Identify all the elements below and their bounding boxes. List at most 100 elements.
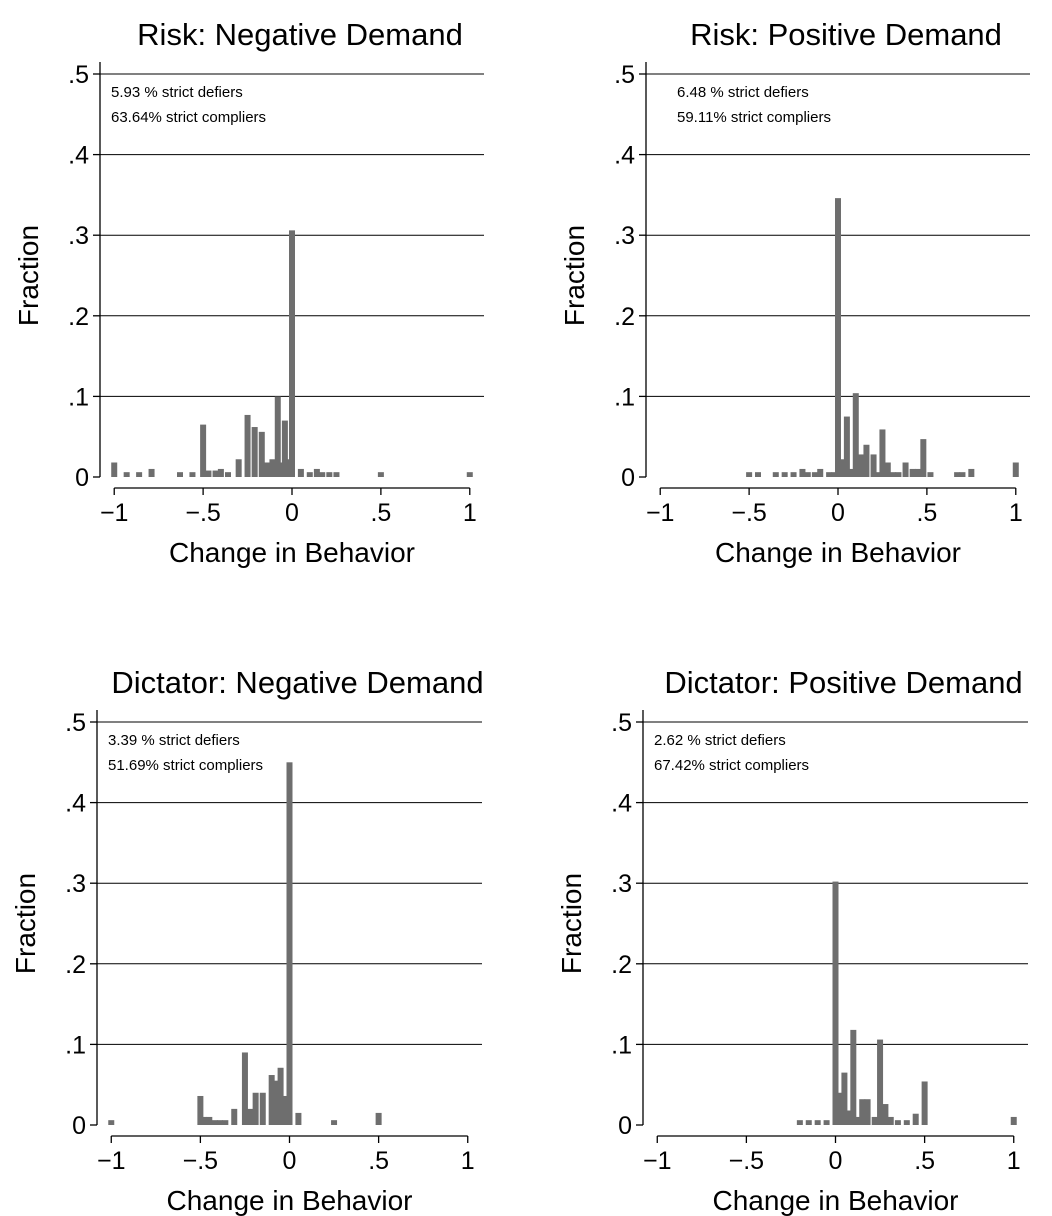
histogram-bar: [887, 1116, 894, 1125]
x-tick-label: .5: [914, 1147, 935, 1175]
x-tick-label: 1: [463, 499, 477, 527]
x-axis-label: Change in Behavior: [715, 537, 961, 568]
histogram-bar: [954, 472, 961, 477]
histogram-bar: [1010, 1116, 1017, 1125]
y-tick-label: 0: [621, 464, 635, 492]
histogram-bar: [272, 1080, 279, 1125]
histogram-bar: [814, 1120, 821, 1125]
x-tick-label: −.5: [731, 499, 766, 527]
histogram-bar: [804, 472, 811, 477]
histogram-bar: [268, 1075, 275, 1125]
histogram-bar: [282, 1095, 289, 1125]
x-tick-label: 0: [283, 1147, 297, 1175]
histogram-bar: [235, 459, 242, 477]
histogram-bar: [746, 472, 753, 477]
histogram-bar: [225, 472, 231, 477]
histogram-bar: [148, 468, 155, 477]
x-tick-label: −1: [643, 1147, 672, 1175]
chart-title: Dictator: Negative Demand: [111, 665, 483, 700]
y-tick-label: .3: [68, 222, 89, 250]
histogram-bar: [274, 396, 281, 477]
x-axis-label: Change in Behavior: [169, 537, 415, 568]
histogram-bar: [843, 416, 850, 477]
y-tick-label: .1: [611, 1031, 632, 1059]
histogram-bar: [915, 468, 921, 477]
chart-panel-4: 0 .1 .2 .3 .4 .5 −1 −.5 0 .5 1 Dictator: Positive D…: [556, 665, 1028, 1216]
histogram-bar: [853, 1116, 860, 1125]
y-tick-label: .3: [614, 222, 635, 250]
histogram-bar: [874, 472, 881, 477]
histogram-bar: [1012, 462, 1019, 477]
histogram-bar: [772, 472, 779, 477]
histogram-bar: [216, 1120, 223, 1125]
x-tick-label: 1: [461, 1147, 475, 1175]
x-tick-label: .5: [370, 499, 391, 527]
y-tick-label: .5: [65, 709, 86, 737]
y-axis-label: Fraction: [10, 873, 41, 974]
histogram-bar: [286, 762, 293, 1125]
histogram-bar: [841, 1072, 848, 1125]
histogram-bar: [912, 1113, 919, 1125]
annotation-text: 51.69% strict compliers: [108, 757, 263, 774]
chart-title: Risk: Positive Demand: [690, 17, 1002, 52]
chart-title: Dictator: Positive Demand: [664, 665, 1022, 700]
x-tick-label: −.5: [729, 1147, 764, 1175]
histogram-bar: [863, 444, 870, 477]
histogram-bar: [277, 1067, 284, 1125]
histogram-bar: [295, 1112, 302, 1125]
y-tick-label: .3: [611, 870, 632, 898]
histogram-bar: [884, 462, 891, 477]
histogram-bar: [864, 1099, 871, 1125]
histogram-bar: [377, 472, 384, 477]
y-axis-label: Fraction: [556, 873, 587, 974]
histogram-bar: [882, 1104, 889, 1125]
y-tick-label: .2: [611, 951, 632, 979]
histogram-bar: [259, 1092, 266, 1125]
histogram-bar: [306, 472, 313, 477]
histogram-bar: [189, 472, 196, 477]
histogram-bar: [331, 1120, 338, 1125]
histogram-bar: [840, 459, 847, 477]
y-tick-label: 0: [72, 1112, 86, 1140]
y-tick-label: .1: [614, 383, 635, 411]
histogram-bar: [903, 1120, 910, 1125]
histogram-bar: [231, 1108, 238, 1125]
histogram-bar: [177, 472, 183, 477]
y-tick-label: .2: [68, 303, 89, 331]
x-tick-label: −1: [97, 1147, 126, 1175]
histogram-bar: [241, 1052, 248, 1125]
histogram-bar: [211, 1120, 218, 1125]
y-tick-label: .2: [65, 951, 86, 979]
x-tick-label: −1: [646, 499, 675, 527]
histogram-bar: [333, 472, 340, 477]
x-tick-label: −.5: [185, 499, 220, 527]
histogram-bar: [251, 427, 258, 477]
histogram-bar: [206, 1116, 213, 1125]
histogram-bar: [870, 454, 877, 477]
annotation-text: 5.93 % strict defiers: [111, 84, 243, 101]
histogram-bar: [313, 468, 320, 477]
y-tick-label: 0: [75, 464, 89, 492]
chart-panel-3: 0 .1 .2 .3 .4 .5 −1 −.5 0 .5 1 Dictator: Negative D…: [10, 665, 484, 1216]
histogram-bar: [805, 1120, 812, 1125]
histogram-bar: [826, 472, 833, 477]
annotation-text: 2.62 % strict defiers: [654, 732, 786, 749]
x-tick-label: 1: [1007, 1147, 1021, 1175]
y-axis-label: Fraction: [13, 225, 44, 326]
histogram-bar: [894, 1120, 901, 1125]
histogram-bar: [871, 1116, 878, 1125]
histogram-bar: [108, 1120, 115, 1125]
histogram-bar: [959, 472, 966, 477]
histogram-bar: [212, 470, 219, 477]
histogram-bar: [811, 472, 818, 477]
annotation-text: 3.39 % strict defiers: [108, 732, 240, 749]
y-tick-label: .2: [614, 303, 635, 331]
histogram-bar: [197, 1095, 204, 1125]
histogram-bar: [781, 472, 788, 477]
x-axis-label: Change in Behavior: [167, 1185, 413, 1216]
histogram-bar: [823, 1120, 830, 1125]
histogram-bar: [799, 468, 806, 477]
chart-panel-2: 0 .1 .2 .3 .4 .5 −1 −.5 0 .5 1 Risk: Positive Deman…: [559, 17, 1030, 568]
y-tick-label: .4: [68, 142, 89, 170]
